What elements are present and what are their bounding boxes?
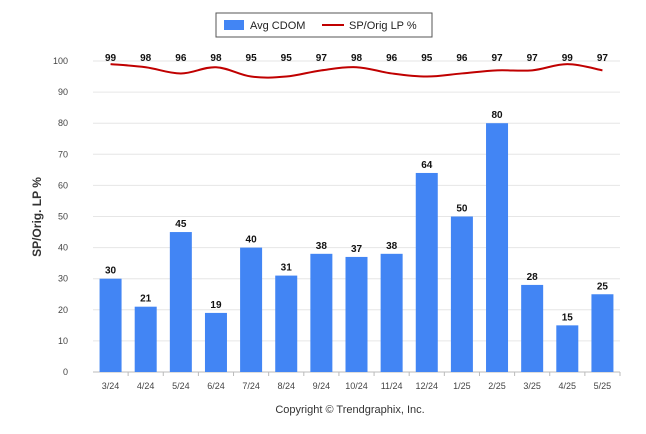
y-tick-label: 50	[58, 212, 68, 222]
bar-data-label: 19	[210, 300, 222, 311]
y-tick-label: 30	[58, 274, 68, 284]
bar	[99, 278, 122, 372]
x-tick-label: 4/25	[559, 381, 577, 391]
bar-data-labels: 30 21 45 19 40 31 38 37 38 64 50 80 28 15 25	[105, 110, 608, 323]
bar	[556, 325, 579, 372]
y-tick-label: 20	[58, 305, 68, 315]
bar-data-label: 31	[281, 263, 293, 274]
y-tick-label: 40	[58, 243, 68, 253]
bar	[486, 123, 509, 372]
bar-data-label: 80	[491, 110, 503, 121]
bar	[310, 253, 333, 372]
line-data-label: 96	[386, 53, 398, 64]
x-tick-label: 6/24	[207, 381, 225, 391]
bar-series	[99, 123, 614, 372]
y-tick-label: 70	[58, 149, 68, 159]
x-tick-label: 7/24	[242, 381, 260, 391]
copyright-text: Copyright © Trendgraphix, Inc.	[275, 404, 424, 416]
line-data-label: 95	[281, 53, 293, 64]
x-tick-label: 10/24	[345, 381, 368, 391]
line-data-label: 97	[527, 53, 539, 64]
line-data-label: 99	[105, 53, 117, 64]
line-data-label: 95	[421, 53, 433, 64]
bar-data-label: 40	[246, 235, 258, 246]
x-tick-label: 5/25	[594, 381, 612, 391]
line-data-label: 97	[491, 53, 503, 64]
line-data-label: 97	[316, 53, 328, 64]
line-data-label: 99	[562, 53, 574, 64]
x-tick-label: 2/25	[488, 381, 506, 391]
x-tick-label: 11/24	[381, 381, 403, 391]
x-tick-label: 8/24	[277, 381, 295, 391]
legend-swatch-avg-cdom	[224, 20, 244, 30]
bar	[380, 253, 403, 372]
bar	[521, 284, 544, 372]
line-series	[110, 63, 603, 79]
y-tick-label: 0	[63, 367, 68, 377]
bar-data-label: 38	[316, 241, 328, 252]
bar	[204, 312, 227, 372]
bar-data-label: 30	[105, 266, 117, 277]
bar-data-label: 38	[386, 241, 398, 252]
bar	[169, 232, 192, 372]
bar-data-label: 25	[597, 281, 609, 292]
line-data-label: 98	[210, 53, 222, 64]
line-data-label: 95	[246, 53, 258, 64]
legend-label-sp-orig-lp: SP/Orig LP %	[349, 20, 417, 32]
y-tick-label: 80	[58, 118, 68, 128]
x-tick-label: 3/24	[102, 381, 120, 391]
bar-data-label: 28	[527, 272, 539, 283]
bar	[134, 306, 157, 372]
line-data-label: 98	[140, 53, 152, 64]
line-data-labels: 99 98 96 98 95 95 97 98 96 95 96 97 97 99 97	[105, 53, 608, 64]
bar	[415, 172, 438, 372]
bar	[240, 247, 263, 372]
line-path	[110, 63, 603, 79]
line-data-label: 97	[597, 53, 609, 64]
line-data-label: 96	[175, 53, 187, 64]
y-axis-label: SP/Orig. LP %	[30, 177, 44, 257]
x-tick-label: 1/25	[453, 381, 471, 391]
bar-data-label: 15	[562, 312, 574, 323]
bar-data-label: 50	[456, 204, 468, 215]
bar	[345, 256, 368, 372]
x-tick-label: 5/24	[172, 381, 190, 391]
y-tick-label: 10	[58, 336, 68, 346]
x-tick-label: 9/24	[313, 381, 331, 391]
bar	[275, 275, 298, 372]
bar	[450, 216, 473, 372]
y-tick-label: 60	[58, 180, 68, 190]
line-data-label: 98	[351, 53, 363, 64]
legend: Avg CDOM SP/Orig LP %	[215, 12, 433, 38]
y-tick-label: 90	[58, 87, 68, 97]
bar-data-label: 37	[351, 244, 363, 255]
bar-data-label: 45	[175, 219, 187, 230]
x-tick-label: 4/24	[137, 381, 155, 391]
x-axis-ticks: 3/24 4/24 5/24 6/24 7/24 8/24 9/24 10/24 11/24 12…	[102, 372, 621, 391]
bar	[591, 294, 614, 372]
y-tick-label: 100	[53, 56, 68, 66]
line-data-label: 96	[456, 53, 468, 64]
bar-data-label: 64	[421, 160, 433, 171]
bar-data-label: 21	[140, 294, 152, 305]
legend-label-avg-cdom: Avg CDOM	[250, 20, 305, 32]
y-axis-ticks: 0 10 20 30 40 50 60 70 80 90 100	[53, 56, 68, 377]
x-tick-label: 12/24	[416, 381, 439, 391]
x-tick-label: 3/25	[523, 381, 541, 391]
